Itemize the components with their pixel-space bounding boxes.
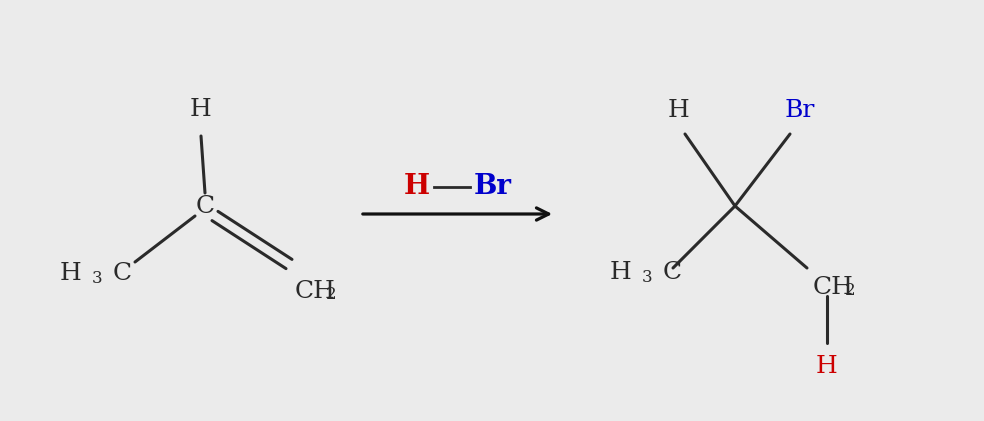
Text: H: H [816, 355, 837, 378]
Text: Br: Br [474, 173, 512, 200]
Text: H: H [403, 173, 430, 200]
Text: H: H [190, 98, 212, 121]
Text: 2: 2 [326, 286, 337, 303]
Text: 2: 2 [845, 282, 856, 299]
Text: 3: 3 [642, 269, 652, 285]
Text: C: C [113, 261, 132, 285]
Text: C: C [663, 261, 682, 283]
FancyBboxPatch shape [18, 18, 966, 403]
Text: H: H [59, 261, 81, 285]
Text: H: H [668, 99, 690, 122]
Text: CH: CH [295, 280, 336, 303]
Text: H: H [609, 261, 631, 283]
Text: C: C [196, 195, 215, 218]
Text: 3: 3 [92, 269, 102, 287]
Text: Br: Br [785, 99, 815, 122]
Text: CH: CH [813, 276, 854, 299]
